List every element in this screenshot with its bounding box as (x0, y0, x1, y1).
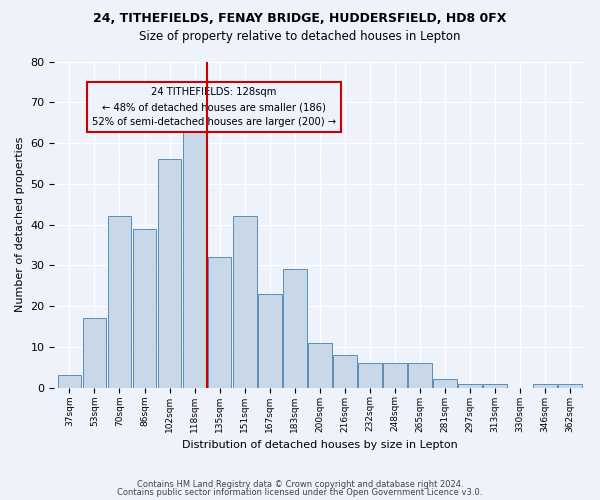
Bar (333, 355, 356, 388)
Bar (283, 270, 307, 388)
Bar (258, 294, 281, 388)
Bar (308, 343, 332, 388)
Bar (458, 384, 482, 388)
Text: Size of property relative to detached houses in Lepton: Size of property relative to detached ho… (139, 30, 461, 43)
Bar (133, 228, 157, 388)
Y-axis label: Number of detached properties: Number of detached properties (15, 137, 25, 312)
Bar (558, 384, 582, 388)
Bar (58, 376, 82, 388)
Text: 24 TITHEFIELDS: 128sqm
← 48% of detached houses are smaller (186)
52% of semi-de: 24 TITHEFIELDS: 128sqm ← 48% of detached… (92, 88, 335, 127)
Text: 24, TITHEFIELDS, FENAY BRIDGE, HUDDERSFIELD, HD8 0FX: 24, TITHEFIELDS, FENAY BRIDGE, HUDDERSFI… (94, 12, 506, 26)
Bar (83, 318, 106, 388)
Bar (533, 384, 557, 388)
Bar (182, 131, 206, 388)
Bar (408, 363, 432, 388)
X-axis label: Distribution of detached houses by size in Lepton: Distribution of detached houses by size … (182, 440, 458, 450)
Text: Contains HM Land Registry data © Crown copyright and database right 2024.: Contains HM Land Registry data © Crown c… (137, 480, 463, 489)
Bar (107, 216, 131, 388)
Bar (233, 216, 257, 388)
Bar (433, 380, 457, 388)
Bar (483, 384, 507, 388)
Bar (358, 363, 382, 388)
Bar (208, 257, 232, 388)
Bar (383, 363, 407, 388)
Text: Contains public sector information licensed under the Open Government Licence v3: Contains public sector information licen… (118, 488, 482, 497)
Bar (158, 160, 181, 388)
